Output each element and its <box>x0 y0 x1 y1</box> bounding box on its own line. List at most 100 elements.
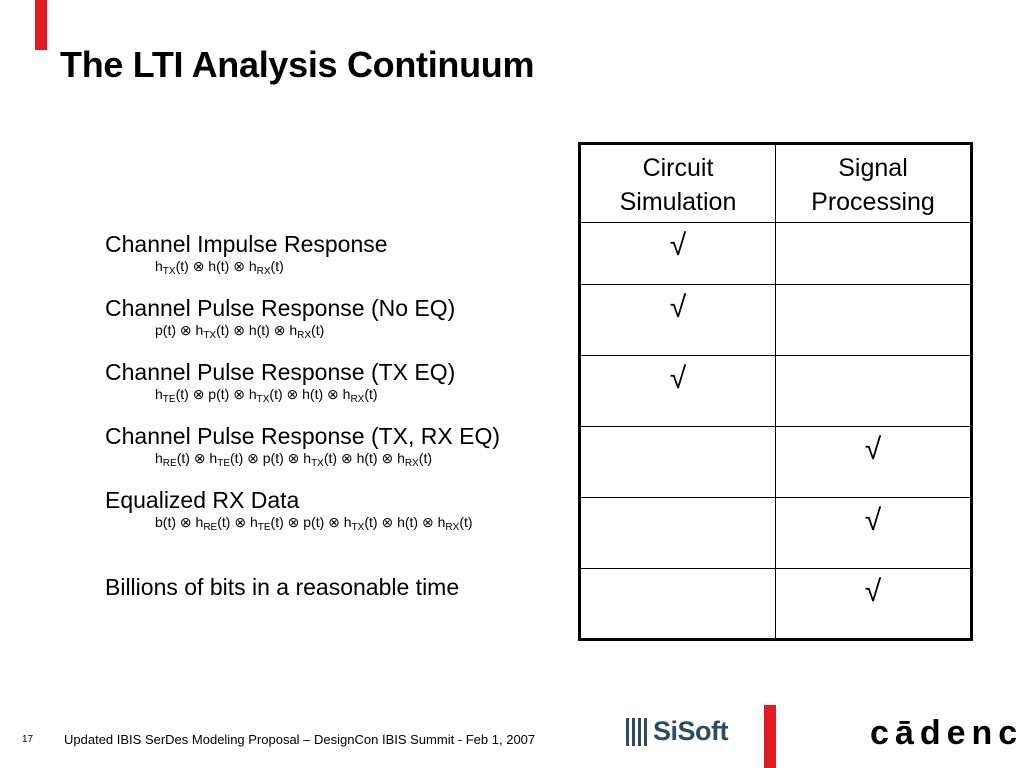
check-cell: √ <box>775 568 972 640</box>
convolution-operator: ⊗ <box>287 514 300 530</box>
item-formula: hRE(t) ⊗ hTE(t) ⊗ p(t) ⊗ hTX(t) ⊗ h(t) ⊗… <box>105 450 500 469</box>
item-title: Channel Pulse Response (TX EQ) <box>105 359 456 385</box>
formula-term: p(t) <box>299 514 329 530</box>
convolution-operator: ⊗ <box>381 450 394 466</box>
formula-subscript: TX <box>311 458 324 469</box>
convolution-operator: ⊗ <box>381 514 394 530</box>
item-formula: hTX(t) ⊗ h(t) ⊗ hRX(t) <box>105 258 388 277</box>
table-row: √ <box>579 284 972 356</box>
table-header-row: Circuit Simulation Signal Processing <box>579 143 972 223</box>
list-item-billions-of-bits: Billions of bits in a reasonable time <box>105 573 459 601</box>
convolution-operator: ⊗ <box>192 386 205 402</box>
formula-term: h <box>244 258 257 274</box>
formula-term: h(t) <box>352 450 382 466</box>
formula-term: (t) <box>270 514 288 530</box>
convolution-operator: ⊗ <box>234 514 247 530</box>
formula-term: (t) <box>175 386 193 402</box>
check-cell <box>579 497 776 569</box>
item-formula: hTE(t) ⊗ p(t) ⊗ hTX(t) ⊗ h(t) ⊗ hRX(t) <box>105 386 455 405</box>
table-row: √ <box>579 497 972 569</box>
formula-term: (t) <box>270 258 284 274</box>
formula-subscript: TX <box>203 330 217 341</box>
check-cell <box>775 222 972 285</box>
convolution-operator: ⊗ <box>327 386 339 402</box>
formula-subscript: TX <box>256 394 270 405</box>
check-cell <box>775 284 972 356</box>
convolution-operator: ⊗ <box>247 450 259 466</box>
formula-subscript: RE <box>203 522 218 533</box>
formula-term: h <box>393 450 405 466</box>
formula-subscript: TX <box>162 266 176 277</box>
cadence-logo: cādence™ <box>870 714 1024 753</box>
list-item-pulse-response-tx-rx-eq: Channel Pulse Response (TX, RX EQ) hRE(t… <box>105 422 501 469</box>
convolution-operator: ⊗ <box>340 450 353 466</box>
formula-term: b(t) <box>155 514 180 530</box>
formula-term: h(t) <box>244 322 274 338</box>
formula-term: h <box>433 514 446 530</box>
slide-title: The LTI Analysis Continuum <box>60 44 535 85</box>
formula-subscript: TE <box>257 522 271 533</box>
formula-subscript: TX <box>351 522 365 533</box>
cadence-logo-text: cādence <box>870 714 1024 752</box>
convolution-operator: ⊗ <box>233 386 245 402</box>
formula-term: h <box>205 450 218 466</box>
formula-term: h <box>155 258 163 274</box>
sisoft-logo: SiSoft <box>626 716 729 747</box>
formula-term: h <box>338 386 351 402</box>
page-number: 17 <box>22 734 34 745</box>
formula-subscript: RX <box>350 394 365 405</box>
check-cell: √ <box>775 426 972 498</box>
check-cell: √ <box>579 222 776 285</box>
formula-term: h <box>155 386 163 402</box>
convolution-operator: ⊗ <box>192 258 205 274</box>
list-item-pulse-response-tx-eq: Channel Pulse Response (TX EQ) hTE(t) ⊗ … <box>105 358 456 405</box>
item-title: Channel Pulse Response (No EQ) <box>105 295 456 321</box>
check-cell: √ <box>579 284 776 356</box>
check-cell <box>579 568 776 640</box>
check-cell: √ <box>775 497 972 569</box>
formula-term: p(t) <box>258 450 288 466</box>
list-item-equalized-rx-data: Equalized RX Data b(t) ⊗ hRE(t) ⊗ hTE(t)… <box>105 486 473 533</box>
table-row: √ <box>579 355 972 427</box>
formula-term: (t) <box>269 386 287 402</box>
formula-term: h <box>299 450 312 466</box>
check-cell <box>775 355 972 427</box>
formula-term: (t) <box>418 450 433 466</box>
convolution-operator: ⊗ <box>233 258 245 274</box>
formula-term: h(t) <box>393 514 422 530</box>
formula-term: (t) <box>323 450 341 466</box>
convolution-operator: ⊗ <box>421 514 434 530</box>
convolution-operator: ⊗ <box>233 322 245 338</box>
formula-term: h(t) <box>204 258 234 274</box>
item-title: Billions of bits in a reasonable time <box>105 574 460 600</box>
header-label: Circuit Simulation <box>619 154 737 216</box>
formula-term: (t) <box>311 322 325 338</box>
accent-bar <box>35 0 47 50</box>
item-title: Equalized RX Data <box>105 487 300 513</box>
footer-text: Updated IBIS SerDes Modeling Proposal – … <box>64 732 536 747</box>
item-formula: b(t) ⊗ hRE(t) ⊗ hTE(t) ⊗ p(t) ⊗ hTX(t) ⊗… <box>105 514 473 533</box>
convolution-operator: ⊗ <box>273 322 286 338</box>
item-title: Channel Pulse Response (TX, RX EQ) <box>105 423 501 449</box>
formula-term: (t) <box>176 450 194 466</box>
sisoft-logo-mark-icon <box>626 717 647 746</box>
formula-subscript: RX <box>297 330 312 341</box>
formula-subscript: RE <box>162 458 177 469</box>
formula-term: (t) <box>230 450 248 466</box>
convolution-operator: ⊗ <box>287 450 300 466</box>
formula-term: (t) <box>459 514 473 530</box>
capability-table: Circuit Simulation Signal Processing √ √ √… <box>578 142 973 641</box>
convolution-operator: ⊗ <box>193 450 206 466</box>
convolution-operator: ⊗ <box>179 514 192 530</box>
list-item-impulse-response: Channel Impulse Response hTX(t) ⊗ h(t) ⊗… <box>105 230 388 277</box>
header-circuit-simulation: Circuit Simulation <box>579 143 776 223</box>
convolution-operator: ⊗ <box>179 322 192 338</box>
formula-subscript: RX <box>445 522 460 533</box>
formula-subscript: TE <box>217 458 231 469</box>
check-cell: √ <box>579 355 776 427</box>
list-item-pulse-response-no-eq: Channel Pulse Response (No EQ) p(t) ⊗ hT… <box>105 294 456 341</box>
formula-term: (t) <box>216 322 234 338</box>
formula-term: (t) <box>364 514 382 530</box>
table-row: √ <box>579 222 972 285</box>
footer-accent-bar <box>764 705 776 768</box>
